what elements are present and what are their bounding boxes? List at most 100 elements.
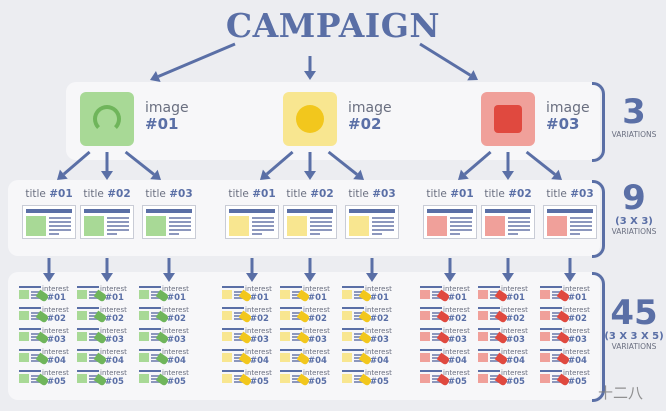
ad-headline-bar (478, 286, 500, 288)
interest-word: interest (365, 285, 392, 293)
ad-thumb-3-3-2 (540, 307, 562, 321)
ad-headline-bar (139, 307, 161, 309)
ad-text-line (89, 297, 98, 299)
interest-number: #04 (167, 356, 186, 366)
heart-icon (420, 353, 430, 362)
interest-word: interest (245, 306, 272, 314)
heart-icon (485, 216, 505, 236)
ad-text-line (151, 360, 160, 362)
image-tile-3 (481, 92, 535, 146)
ad-text-line (151, 315, 160, 317)
interest-number: #05 (448, 377, 467, 387)
image-number: #03 (546, 115, 580, 133)
ad-text-line (234, 336, 243, 338)
interest-word: interest (100, 306, 127, 314)
interest-word: interest (501, 327, 528, 335)
ad-headline-bar (420, 286, 442, 288)
image-word: image (546, 100, 590, 116)
interest-number: #04 (568, 356, 587, 366)
ad-thumb-3-1-4 (420, 349, 442, 363)
interest-number: #01 (370, 293, 389, 303)
image-label-1: image #01 (145, 100, 189, 132)
watermark: 十二八 (598, 384, 644, 402)
interest-label-3-3-4: interest #04 (563, 348, 590, 366)
heart-icon (478, 332, 488, 341)
ad-text-line (234, 357, 243, 359)
smiley-icon (222, 290, 232, 299)
ad-text-line (292, 357, 301, 359)
ad-text-line (310, 233, 320, 235)
level-3-number: 45 (610, 293, 658, 333)
interest-number: #02 (167, 314, 186, 324)
ad-text-line (570, 229, 592, 231)
ad-text-line (151, 318, 160, 320)
interest-label-1-2-3: interest #03 (100, 327, 127, 345)
ad-text-line (292, 336, 301, 338)
ad-text-line (372, 229, 394, 231)
interest-word: interest (563, 327, 590, 335)
interest-label-3-2-5: interest #05 (501, 369, 528, 387)
ad-text-line (89, 339, 98, 341)
interest-word: interest (162, 348, 189, 356)
ad-headline-bar (19, 307, 41, 309)
interest-label-1-2-5: interest #05 (100, 369, 127, 387)
ad-text-line (89, 315, 98, 317)
smiley-icon (287, 216, 307, 236)
interest-word: interest (162, 327, 189, 335)
interest-number: #01 (105, 293, 124, 303)
ad-text-line (31, 378, 40, 380)
ad-headline-bar (478, 307, 500, 309)
interest-word: interest (245, 369, 272, 377)
ad-text-line (450, 221, 472, 223)
ad-text-line (354, 294, 363, 296)
ad-text-line (31, 312, 40, 314)
image-number: #01 (145, 115, 179, 133)
ad-headline-bar (19, 370, 41, 372)
ad-text-line (151, 312, 160, 314)
headphones-icon (146, 216, 166, 236)
interest-number: #03 (448, 335, 467, 345)
ad-headline-bar (287, 209, 333, 213)
ad-text-line (450, 229, 472, 231)
interest-number: #02 (448, 314, 467, 324)
headphones-icon (77, 374, 87, 383)
ad-thumb-1-3-2 (139, 307, 161, 321)
ad-headline-bar (139, 328, 161, 330)
ad-text-line (490, 378, 499, 380)
interest-number: #03 (167, 335, 186, 345)
title-word: title (426, 188, 447, 200)
interest-number: #02 (105, 314, 124, 324)
ad-text-line (151, 357, 160, 359)
interest-label-2-1-4: interest #04 (245, 348, 272, 366)
interest-word: interest (42, 369, 69, 377)
ad-headline-bar (342, 370, 364, 372)
arrow-image-1-title-1 (57, 150, 91, 180)
headphones-icon (77, 290, 87, 299)
ad-headline-bar (478, 370, 500, 372)
ad-text-line (151, 297, 160, 299)
ad-text-line (552, 360, 561, 362)
interest-word: interest (443, 306, 470, 314)
ad-headline-bar (77, 349, 99, 351)
ad-text-line (372, 233, 382, 235)
heart-icon (478, 374, 488, 383)
interest-label-3-1-2: interest #02 (443, 306, 470, 324)
interest-number: #01 (250, 293, 269, 303)
ad-headline-bar (280, 349, 302, 351)
interest-number: #04 (308, 356, 327, 366)
ad-text-line (354, 291, 363, 293)
image-tile-1 (80, 92, 134, 146)
ad-thumb-1-3-3 (139, 328, 161, 342)
ad-thumb-3-2-4 (478, 349, 500, 363)
ad-headline-bar (540, 349, 562, 351)
heart-icon (420, 290, 430, 299)
smiley-icon (280, 290, 290, 299)
ad-thumb-1-2-2 (77, 307, 99, 321)
ad-headline-bar (19, 349, 41, 351)
interest-word: interest (303, 369, 330, 377)
headphones-icon (77, 311, 87, 320)
arrow-title-3-1-interests (444, 258, 456, 282)
ad-text-line (372, 225, 394, 227)
ad-text-line (292, 375, 301, 377)
